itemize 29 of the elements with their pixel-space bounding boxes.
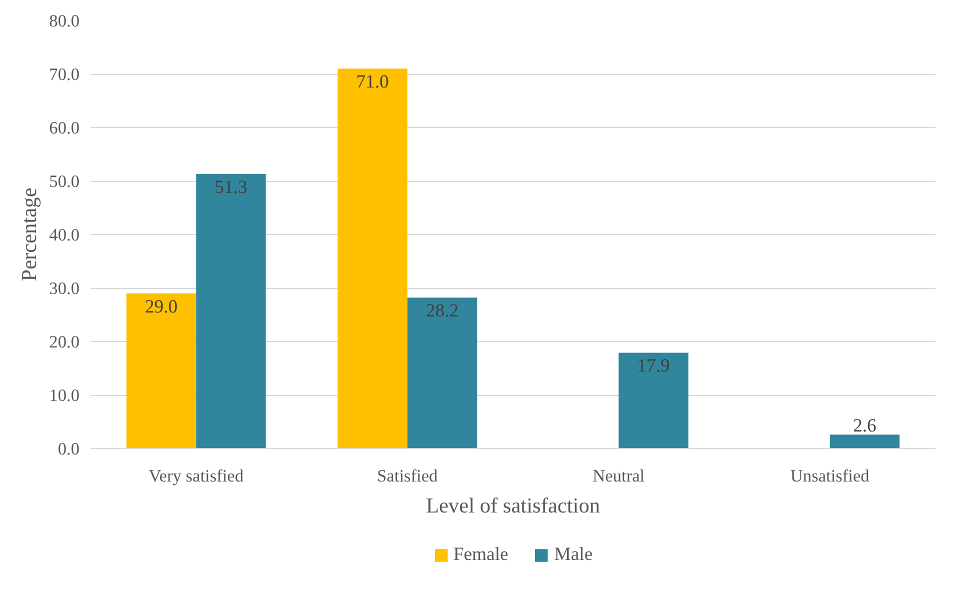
bar	[338, 68, 408, 448]
y-tick-label: 0.0	[58, 440, 80, 458]
y-tick-label: 10.0	[49, 386, 80, 405]
y-tick-label: 30.0	[49, 279, 80, 298]
y-axis-title: Percentage	[17, 188, 42, 282]
bar	[126, 293, 196, 448]
data-label: 51.3	[214, 177, 248, 198]
legend-label: Female	[453, 544, 508, 566]
y-tick-label: 80.0	[49, 12, 80, 30]
bar	[830, 434, 900, 448]
x-axis-title: Level of satisfaction	[426, 494, 600, 518]
y-tick-label: 70.0	[49, 65, 80, 84]
data-label: 17.9	[637, 356, 670, 377]
data-label: 28.2	[426, 300, 459, 322]
bar	[618, 352, 688, 448]
y-tick-label: 20.0	[49, 332, 80, 352]
x-tick-label: Very satisfied	[148, 466, 244, 486]
y-tick-label: 40.0	[49, 226, 80, 244]
data-label: 29.0	[144, 296, 178, 318]
legend-label: Male	[554, 544, 593, 566]
data-label: 2.6	[853, 416, 876, 437]
bar	[196, 174, 266, 448]
bar	[407, 298, 478, 448]
y-tick-label: 60.0	[49, 118, 80, 138]
x-tick-label: Neutral	[592, 466, 645, 486]
data-label: 71.0	[356, 72, 389, 93]
x-tick-label: Unsatisfied	[790, 466, 870, 486]
x-tick-label: Satisfied	[377, 466, 438, 486]
y-tick-label: 50.0	[49, 172, 80, 191]
